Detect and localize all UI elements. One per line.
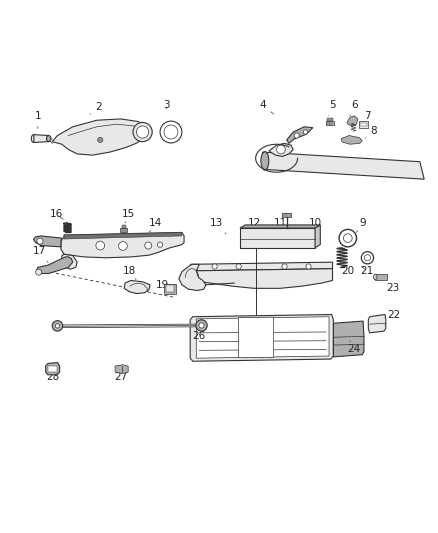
Circle shape	[306, 264, 311, 269]
Bar	[166, 285, 174, 292]
Ellipse shape	[261, 152, 269, 170]
Polygon shape	[269, 143, 293, 157]
Polygon shape	[368, 314, 386, 333]
Circle shape	[35, 269, 42, 275]
Polygon shape	[34, 135, 49, 142]
Text: 10: 10	[308, 218, 321, 234]
Polygon shape	[191, 269, 332, 288]
Text: 22: 22	[385, 310, 400, 326]
Text: 12: 12	[248, 218, 261, 232]
Text: 5: 5	[328, 100, 336, 116]
Polygon shape	[191, 262, 332, 271]
Circle shape	[160, 121, 182, 143]
Circle shape	[364, 255, 371, 261]
Text: 24: 24	[347, 341, 360, 354]
Polygon shape	[263, 152, 424, 179]
Text: 26: 26	[193, 328, 206, 341]
Polygon shape	[36, 257, 73, 273]
Bar	[326, 120, 334, 125]
Text: 23: 23	[383, 277, 399, 293]
Polygon shape	[115, 365, 128, 374]
Ellipse shape	[46, 135, 51, 142]
Circle shape	[145, 242, 152, 249]
Circle shape	[157, 242, 162, 247]
Circle shape	[37, 238, 43, 244]
Text: 18: 18	[123, 266, 136, 280]
Text: 4: 4	[259, 100, 274, 114]
Text: 21: 21	[360, 266, 373, 276]
Circle shape	[294, 133, 299, 138]
Text: 3: 3	[163, 100, 170, 110]
Text: 17: 17	[32, 246, 48, 262]
Circle shape	[199, 323, 204, 328]
Text: 1: 1	[35, 111, 41, 128]
Circle shape	[119, 241, 127, 251]
Polygon shape	[33, 236, 62, 247]
Text: 28: 28	[46, 372, 60, 382]
Polygon shape	[315, 225, 320, 248]
Text: 16: 16	[50, 209, 63, 220]
Bar	[282, 213, 291, 217]
Bar	[327, 118, 332, 120]
Circle shape	[133, 123, 152, 142]
Circle shape	[277, 145, 286, 154]
Circle shape	[196, 320, 207, 331]
Bar	[164, 284, 176, 294]
Text: 2: 2	[90, 102, 102, 114]
Ellipse shape	[374, 274, 377, 280]
Text: 9: 9	[357, 218, 367, 232]
Polygon shape	[61, 232, 184, 258]
Polygon shape	[287, 127, 313, 143]
Polygon shape	[46, 362, 60, 375]
Text: 25: 25	[261, 341, 274, 357]
Polygon shape	[240, 225, 320, 228]
Circle shape	[282, 264, 287, 269]
Polygon shape	[179, 264, 206, 290]
Text: 14: 14	[149, 218, 162, 232]
Text: 7: 7	[361, 111, 371, 127]
Text: 19: 19	[155, 280, 169, 290]
Circle shape	[55, 324, 60, 328]
Polygon shape	[190, 314, 333, 361]
Bar	[375, 274, 387, 280]
Text: 6: 6	[350, 100, 358, 116]
Polygon shape	[64, 232, 182, 239]
Polygon shape	[62, 254, 77, 269]
Text: 20: 20	[340, 262, 354, 276]
Circle shape	[137, 126, 149, 138]
Polygon shape	[124, 280, 150, 294]
FancyBboxPatch shape	[359, 121, 368, 128]
Circle shape	[96, 241, 105, 250]
Circle shape	[98, 138, 103, 142]
Circle shape	[164, 125, 178, 139]
Text: 13: 13	[210, 218, 226, 234]
Circle shape	[361, 252, 374, 264]
Ellipse shape	[31, 135, 36, 142]
Polygon shape	[333, 321, 364, 357]
Bar	[120, 228, 127, 232]
Polygon shape	[239, 317, 274, 358]
Circle shape	[212, 264, 217, 269]
Text: 15: 15	[122, 209, 135, 223]
Circle shape	[343, 234, 352, 243]
Text: 11: 11	[273, 218, 287, 233]
Text: 27: 27	[114, 372, 127, 382]
Circle shape	[52, 321, 63, 331]
Bar	[48, 367, 57, 372]
Polygon shape	[240, 228, 315, 248]
Polygon shape	[347, 116, 358, 126]
Circle shape	[236, 264, 241, 269]
Polygon shape	[52, 119, 151, 155]
Circle shape	[339, 229, 357, 247]
FancyBboxPatch shape	[360, 123, 367, 126]
Text: 8: 8	[365, 126, 377, 138]
Bar	[122, 225, 126, 228]
Circle shape	[303, 130, 307, 134]
Polygon shape	[196, 317, 329, 358]
Polygon shape	[341, 135, 362, 144]
